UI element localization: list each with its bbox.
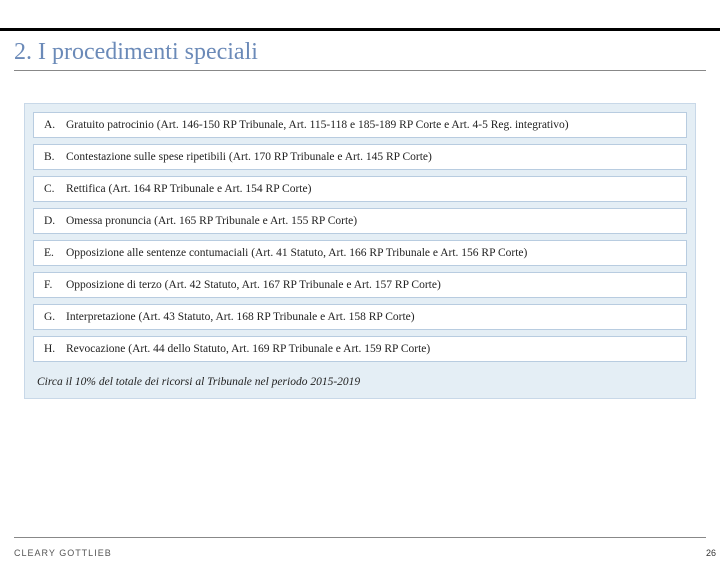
item-label: A. bbox=[44, 119, 66, 131]
item-text: Revocazione (Art. 44 dello Statuto, Art.… bbox=[66, 343, 430, 355]
list-item: B.Contestazione sulle spese ripetibili (… bbox=[33, 144, 687, 170]
page-number: 26 bbox=[706, 548, 716, 558]
list-item: C.Rettifica (Art. 164 RP Tribunale e Art… bbox=[33, 176, 687, 202]
list-item: G.Interpretazione (Art. 43 Statuto, Art.… bbox=[33, 304, 687, 330]
list-item: A.Gratuito patrocinio (Art. 146-150 RP T… bbox=[33, 112, 687, 138]
item-text: Rettifica (Art. 164 RP Tribunale e Art. … bbox=[66, 183, 311, 195]
item-label: B. bbox=[44, 151, 66, 163]
item-label: G. bbox=[44, 311, 66, 323]
item-label: H. bbox=[44, 343, 66, 355]
list-item: F.Opposizione di terzo (Art. 42 Statuto,… bbox=[33, 272, 687, 298]
item-label: F. bbox=[44, 279, 66, 291]
logo: CLEARY GOTTLIEB bbox=[14, 548, 112, 558]
item-text: Omessa pronuncia (Art. 165 RP Tribunale … bbox=[66, 215, 357, 227]
item-label: C. bbox=[44, 183, 66, 195]
item-text: Opposizione alle sentenze contumaciali (… bbox=[66, 247, 527, 259]
item-text: Gratuito patrocinio (Art. 146-150 RP Tri… bbox=[66, 119, 569, 131]
footnote: Circa il 10% del totale dei ricorsi al T… bbox=[33, 368, 687, 388]
content-box: A.Gratuito patrocinio (Art. 146-150 RP T… bbox=[24, 103, 696, 399]
item-text: Interpretazione (Art. 43 Statuto, Art. 1… bbox=[66, 311, 415, 323]
page-title: 2. I procedimenti speciali bbox=[0, 31, 720, 70]
list-item: D.Omessa pronuncia (Art. 165 RP Tribunal… bbox=[33, 208, 687, 234]
item-label: E. bbox=[44, 247, 66, 259]
title-underline bbox=[14, 70, 706, 71]
list-item: E.Opposizione alle sentenze contumaciali… bbox=[33, 240, 687, 266]
footer-line bbox=[14, 537, 706, 538]
list-item: H.Revocazione (Art. 44 dello Statuto, Ar… bbox=[33, 336, 687, 362]
item-text: Opposizione di terzo (Art. 42 Statuto, A… bbox=[66, 279, 441, 291]
item-label: D. bbox=[44, 215, 66, 227]
item-text: Contestazione sulle spese ripetibili (Ar… bbox=[66, 151, 432, 163]
